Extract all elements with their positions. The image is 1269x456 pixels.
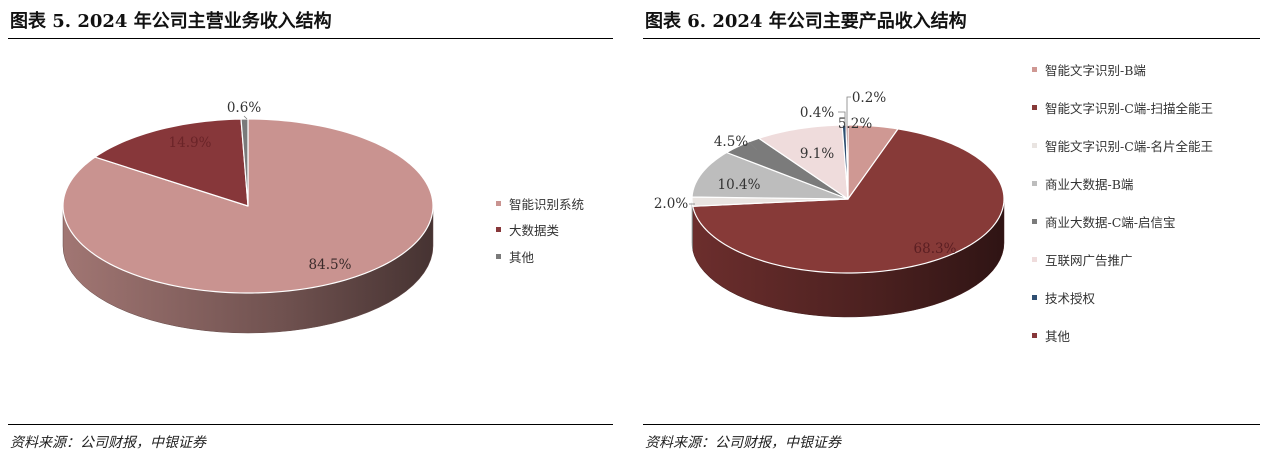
legend-swatch: [1032, 104, 1037, 110]
source-divider: [8, 424, 613, 425]
data-label-b: 10.4%: [718, 177, 761, 193]
legend-item: 互联网广告推广: [1032, 240, 1213, 278]
pie-top: [62, 118, 434, 294]
data-label-item: 0.4%: [800, 105, 834, 121]
legend-item: 其他: [1032, 316, 1213, 354]
chart-title: 图表 6. 2024 年公司主要产品收入结构: [645, 11, 967, 32]
legend-item: 智能文字识别-C端-名片全能王: [1032, 126, 1213, 164]
pie-top: [691, 124, 1005, 274]
title-divider: [643, 38, 1260, 39]
data-label-item: 9.1%: [800, 146, 834, 162]
pie-chart-product-revenue: 5.2% 68.3% 2.0% 10.4% 4.5% 9.1% 0.4% 0.2%: [654, 90, 1005, 318]
leader-line: [243, 115, 248, 120]
legend-swatch: [1032, 180, 1037, 186]
legend-label: 智能文字识别-C端-名片全能王: [1045, 138, 1214, 154]
legend-swatch: [1032, 256, 1037, 262]
legend-item: 大数据类: [496, 217, 584, 244]
data-label-c: 68.3%: [914, 241, 957, 257]
legend-item: 智能文字识别-B端: [1032, 50, 1213, 88]
slice-c: [726, 137, 849, 200]
data-label-item: 0.2%: [852, 90, 886, 106]
data-labels: 84.5% 14.9% 0.6%: [169, 100, 352, 273]
legend-item: 智能文字识别-C端-扫描全能王: [1032, 88, 1213, 126]
slice-c: [692, 128, 1005, 274]
chart-panel-product-structure: 图表 6. 2024 年公司主要产品收入结构 5.2% 68.3% 2.0% 10.4…: [643, 0, 1260, 456]
slice-item: [62, 118, 434, 294]
legend-label: 智能文字识别-C端-扫描全能王: [1045, 100, 1214, 116]
legend-label: 技术授权: [1045, 290, 1096, 306]
legend-label: 其他: [1045, 328, 1071, 344]
data-label-c: 2.0%: [654, 196, 688, 212]
legend-label: 商业大数据-B端: [1045, 176, 1134, 192]
leader-line: [748, 141, 758, 151]
slice-item: [240, 118, 249, 207]
title-divider: [8, 38, 613, 39]
legend-item: 商业大数据-C端-启信宝: [1032, 202, 1213, 240]
legend-label: 智能文字识别-B端: [1045, 62, 1146, 78]
data-labels: 5.2% 68.3% 2.0% 10.4% 4.5% 9.1% 0.4% 0.2%: [654, 90, 957, 257]
slice-item: [94, 118, 249, 207]
data-label-c: 4.5%: [714, 134, 748, 150]
legend-item: 其他: [496, 243, 584, 270]
leader-line: [846, 96, 851, 126]
chart-title: 图表 5. 2024 年公司主营业务收入结构: [10, 11, 332, 32]
legend-swatch: [496, 200, 501, 206]
legend-swatch: [496, 253, 501, 259]
data-label-b: 5.2%: [838, 116, 872, 132]
data-label-item: 0.6%: [227, 100, 261, 116]
data-label-item: 14.9%: [169, 135, 212, 151]
legend-swatch: [496, 227, 501, 233]
legend-swatch: [1032, 332, 1037, 338]
source-divider: [643, 424, 1260, 425]
legend-label: 互联网广告推广: [1045, 252, 1133, 268]
pie-chart-business-revenue: 84.5% 14.9% 0.6%: [62, 100, 434, 334]
source-note: 资料来源：公司财报，中银证券: [10, 435, 206, 451]
legend-item: 商业大数据-B端: [1032, 164, 1213, 202]
data-label-item: 84.5%: [309, 257, 352, 273]
leader-line: [838, 111, 846, 126]
slice-item: [758, 124, 849, 200]
legend-swatch: [1032, 142, 1037, 148]
slice-b: [691, 151, 849, 200]
source-note: 资料来源：公司财报，中银证券: [645, 435, 841, 451]
legend-label: 商业大数据-C端-启信宝: [1045, 214, 1176, 230]
legend-item: 智能识别系统: [496, 190, 584, 217]
legend-label: 其他: [509, 249, 535, 265]
legend-label: 大数据类: [509, 223, 560, 239]
legend-item: 技术授权: [1032, 278, 1213, 316]
chart-panel-revenue-structure: 图表 5. 2024 年公司主营业务收入结构 84.5% 14.9% 0.6% 智能…: [8, 0, 613, 456]
legend-swatch: [1032, 218, 1037, 224]
legend-label: 智能识别系统: [509, 196, 585, 212]
chart-legend: 智能文字识别-B端智能文字识别-C端-扫描全能王 智能文字识别-C端-名片全能王商…: [1032, 50, 1213, 354]
chart-legend: 智能识别系统 大数据类其他: [496, 190, 584, 270]
legend-swatch: [1032, 294, 1037, 300]
legend-swatch: [1032, 66, 1037, 72]
